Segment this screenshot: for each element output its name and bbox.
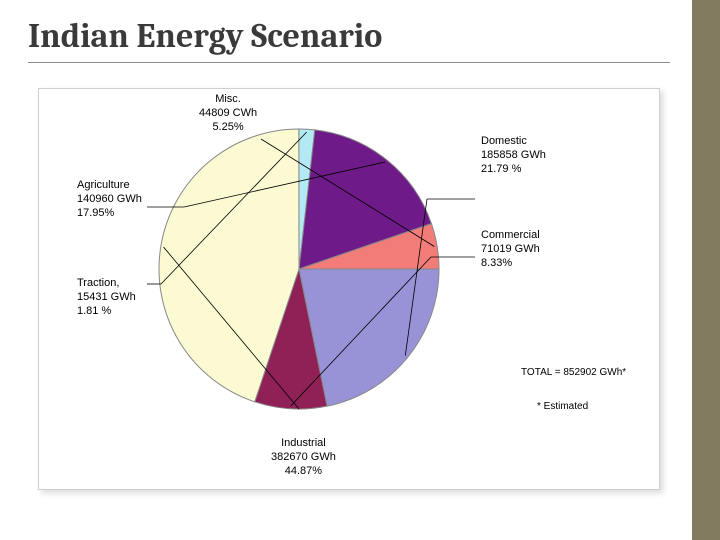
slice-label-traction: Traction,15431 GWh1.81 % (77, 277, 136, 318)
slice-label-industrial: Industrial382670 GWh44.87% (271, 437, 336, 478)
title-area: Indian Energy Scenario (28, 16, 670, 63)
title-underline (28, 62, 670, 63)
chart-total-text: TOTAL = 852902 GWh* (521, 367, 626, 378)
slide: Indian Energy Scenario Domestic185858 GW… (0, 0, 720, 540)
chart-estimated-note: * Estimated (537, 401, 588, 412)
slice-label-misc: Misc.44809 CWh5.25% (199, 93, 257, 134)
slice-label-agriculture: Agriculture140960 GWh17.95% (77, 179, 142, 220)
pie-chart-panel: Domestic185858 GWh21.79 % Commercial71019… (38, 88, 660, 490)
pie-slices (159, 129, 439, 409)
page-title: Indian Energy Scenario (28, 16, 670, 60)
slice-label-commercial: Commercial71019 GWh8.33% (481, 229, 540, 270)
slice-label-domestic: Domestic185858 GWh21.79 % (481, 135, 546, 176)
right-accent-bar (692, 0, 720, 540)
